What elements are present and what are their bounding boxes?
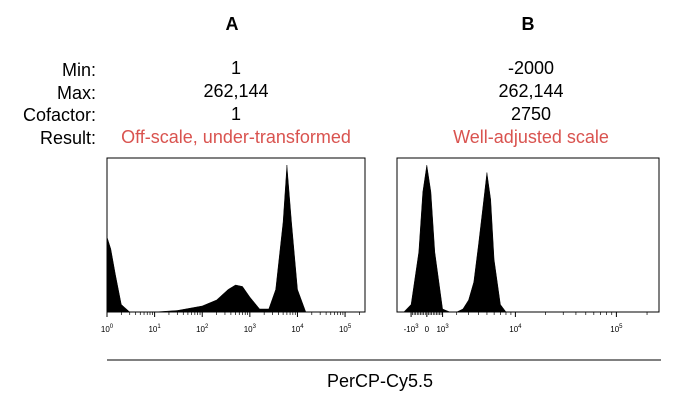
panel-b-title: B xyxy=(521,14,535,34)
panel-b-cofactor: 2750 xyxy=(510,104,552,124)
panel-a-title: A xyxy=(225,14,239,34)
panel-a-min: 1 xyxy=(230,58,241,78)
max-label: Max: xyxy=(56,83,96,103)
x-tick-label: 101 xyxy=(148,324,161,334)
x-tick-label: 104 xyxy=(291,324,304,334)
x-tick-label: 103 xyxy=(244,324,257,334)
x-tick-label: 0 xyxy=(425,325,430,334)
panel-a-max: 262,144 xyxy=(203,81,269,101)
min-label: Min: xyxy=(61,60,96,80)
result-label: Result: xyxy=(39,128,96,148)
x-tick-label: 105 xyxy=(339,324,352,334)
panel-b-min: -2000 xyxy=(507,58,555,78)
x-tick-label: -103 xyxy=(404,324,420,334)
panel-a-cofactor: 1 xyxy=(230,104,241,124)
x-tick-label: 105 xyxy=(610,324,623,334)
x-axis-title: PerCP-Cy5.5 xyxy=(326,371,434,391)
histogram-area xyxy=(106,164,365,313)
x-tick-label: 103 xyxy=(436,324,449,334)
panel-a-result: Off-scale, under-transformed xyxy=(121,127,351,147)
histogram-area xyxy=(397,164,659,313)
cofactor-label: Cofactor: xyxy=(22,105,96,125)
panel-a-histogram: 100 101 102 103 104 105 xyxy=(101,157,366,334)
panel-b-histogram: -103 0 103 104 105 xyxy=(396,157,660,334)
panel-b-result: Well-adjusted scale xyxy=(453,127,609,147)
x-tick-label: 102 xyxy=(196,324,209,334)
x-tick-label: 104 xyxy=(509,324,522,334)
x-tick-label: 100 xyxy=(101,324,114,334)
panel-b-max: 262,144 xyxy=(498,81,564,101)
